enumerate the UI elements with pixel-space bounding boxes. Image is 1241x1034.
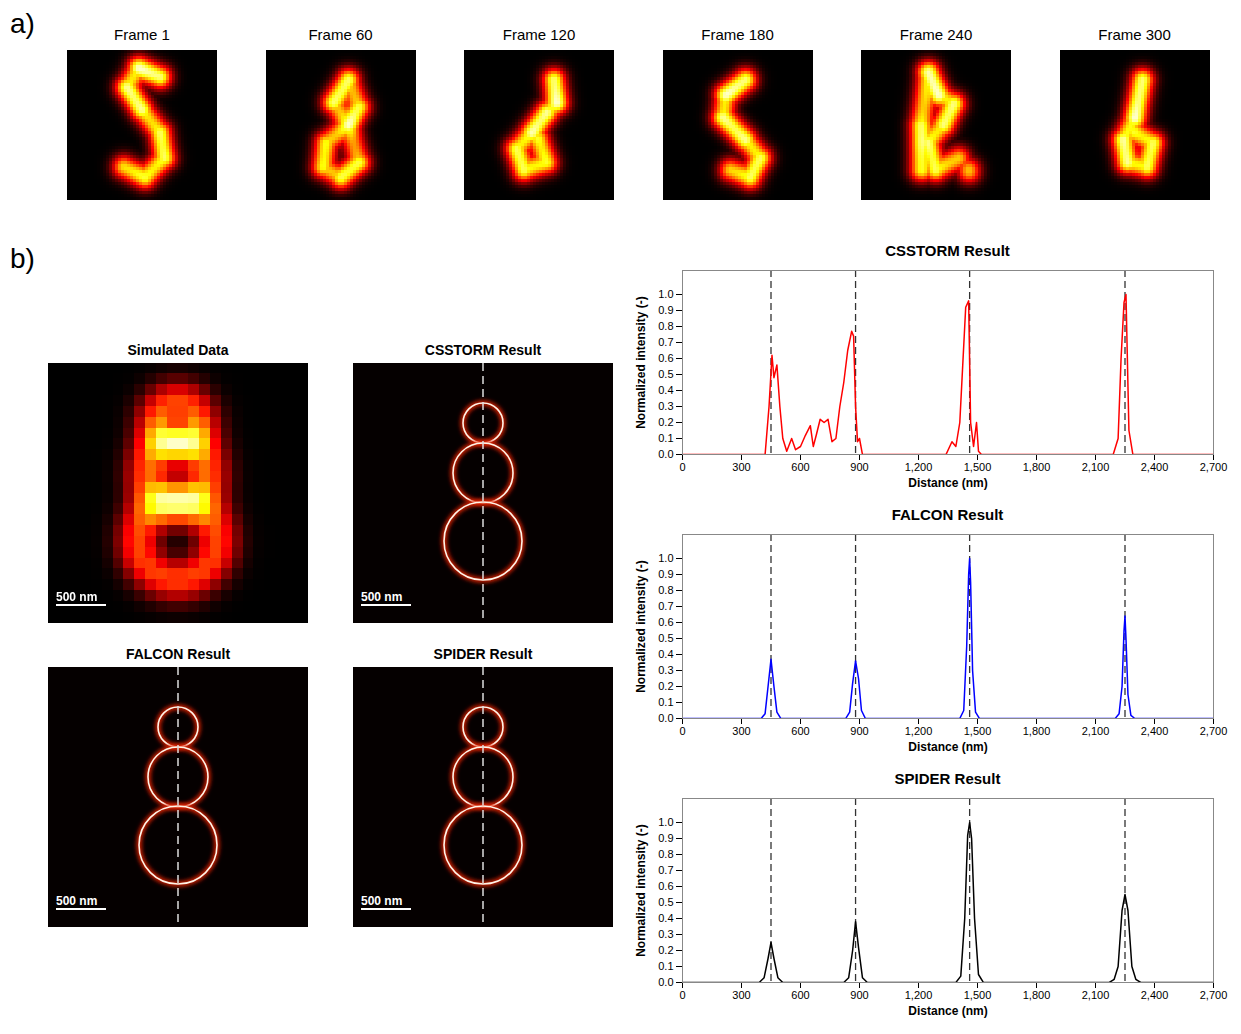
svg-text:0.0: 0.0: [658, 448, 673, 460]
html-text:Frame 60: Frame 60: [308, 26, 373, 43]
html-text:SPIDER Result: SPIDER Result: [894, 770, 1001, 787]
svg-text:500 nm: 500 nm: [361, 590, 402, 604]
svg-text:0.9: 0.9: [658, 832, 673, 844]
html-text:FALCON Result: FALCON Result: [891, 506, 1004, 523]
svg-text:0.6: 0.6: [658, 616, 673, 628]
svg-text:Normalized intensity (-): Normalized intensity (-): [634, 296, 648, 429]
svg-text:Normalized intensity (-): Normalized intensity (-): [634, 560, 648, 693]
svg-text:2,700: 2,700: [1200, 461, 1228, 473]
svg-text:2,100: 2,100: [1082, 461, 1110, 473]
svg-text:600: 600: [791, 989, 809, 1001]
svg-text:Distance (nm): Distance (nm): [908, 740, 987, 754]
svg-text:0.9: 0.9: [658, 568, 673, 580]
html-text:CSSTORM Result: CSSTORM Result: [885, 242, 1010, 259]
svg-text:500 nm: 500 nm: [56, 894, 97, 908]
svg-text:0: 0: [679, 989, 685, 1001]
svg-text:0.7: 0.7: [658, 336, 673, 348]
svg-text:2,700: 2,700: [1200, 725, 1228, 737]
svg-text:0.3: 0.3: [658, 400, 673, 412]
html-text:b): b): [10, 243, 35, 274]
svg-text:1,200: 1,200: [905, 461, 933, 473]
svg-text:0.5: 0.5: [658, 368, 673, 380]
svg-text:0.8: 0.8: [658, 848, 673, 860]
html-text:Frame 120: Frame 120: [502, 26, 576, 43]
svg-text:0.5: 0.5: [658, 632, 673, 644]
html-text:FALCON Result: FALCON Result: [125, 646, 231, 662]
svg-text:1,500: 1,500: [964, 461, 992, 473]
svg-text:0.4: 0.4: [658, 384, 673, 396]
svg-text:2,400: 2,400: [1141, 461, 1169, 473]
svg-text:900: 900: [850, 461, 868, 473]
svg-text:Distance (nm): Distance (nm): [908, 476, 987, 490]
html-text:Frame 1: Frame 1: [114, 26, 170, 43]
svg-text:0.8: 0.8: [658, 320, 673, 332]
svg-text:0.6: 0.6: [658, 352, 673, 364]
svg-text:1,800: 1,800: [1023, 461, 1051, 473]
svg-text:1.0: 1.0: [658, 816, 673, 828]
svg-text:600: 600: [791, 725, 809, 737]
svg-text:0.5: 0.5: [658, 896, 673, 908]
html-text:Frame 180: Frame 180: [701, 26, 774, 43]
svg-text:2,100: 2,100: [1082, 725, 1110, 737]
svg-text:300: 300: [732, 725, 750, 737]
svg-text:2,400: 2,400: [1141, 725, 1169, 737]
html-text:Frame 240: Frame 240: [899, 26, 973, 43]
svg-text:Distance (nm): Distance (nm): [908, 1004, 987, 1018]
svg-text:0.1: 0.1: [658, 432, 673, 444]
svg-text:0.8: 0.8: [658, 584, 673, 596]
svg-text:1,800: 1,800: [1023, 989, 1051, 1001]
svg-text:2,100: 2,100: [1082, 989, 1110, 1001]
svg-text:0: 0: [679, 461, 685, 473]
svg-text:500 nm: 500 nm: [56, 590, 97, 604]
svg-text:Normalized intensity (-): Normalized intensity (-): [634, 824, 648, 957]
svg-text:0.0: 0.0: [658, 976, 673, 988]
svg-text:0.9: 0.9: [658, 304, 673, 316]
html-text:SPIDER Result: SPIDER Result: [433, 646, 533, 662]
svg-text:0.1: 0.1: [658, 960, 673, 972]
svg-text:0.2: 0.2: [658, 680, 673, 692]
svg-text:1,800: 1,800: [1023, 725, 1051, 737]
svg-text:900: 900: [850, 725, 868, 737]
svg-text:1.0: 1.0: [658, 552, 673, 564]
svg-text:0.1: 0.1: [658, 696, 673, 708]
svg-text:0.3: 0.3: [658, 928, 673, 940]
svg-text:500 nm: 500 nm: [361, 894, 402, 908]
svg-text:1,500: 1,500: [964, 989, 992, 1001]
svg-text:1.0: 1.0: [658, 288, 673, 300]
html-text:Simulated Data: Simulated Data: [127, 342, 229, 358]
svg-text:0: 0: [679, 725, 685, 737]
html-text:CSSTORM Result: CSSTORM Result: [424, 342, 542, 358]
svg-text:1,500: 1,500: [964, 725, 992, 737]
svg-text:0.2: 0.2: [658, 944, 673, 956]
svg-text:0.7: 0.7: [658, 864, 673, 876]
svg-text:900: 900: [850, 989, 868, 1001]
svg-text:0.0: 0.0: [658, 712, 673, 724]
svg-text:300: 300: [732, 461, 750, 473]
svg-text:2,700: 2,700: [1200, 989, 1228, 1001]
svg-text:1,200: 1,200: [905, 989, 933, 1001]
svg-text:2,400: 2,400: [1141, 989, 1169, 1001]
svg-text:0.3: 0.3: [658, 664, 673, 676]
html-text:Frame 300: Frame 300: [1098, 26, 1171, 43]
svg-text:0.7: 0.7: [658, 600, 673, 612]
svg-text:0.2: 0.2: [658, 416, 673, 428]
svg-text:0.6: 0.6: [658, 880, 673, 892]
svg-text:300: 300: [732, 989, 750, 1001]
svg-text:1,200: 1,200: [905, 725, 933, 737]
svg-text:600: 600: [791, 461, 809, 473]
svg-text:0.4: 0.4: [658, 648, 673, 660]
svg-text:0.4: 0.4: [658, 912, 673, 924]
html-text:a): a): [10, 8, 35, 39]
